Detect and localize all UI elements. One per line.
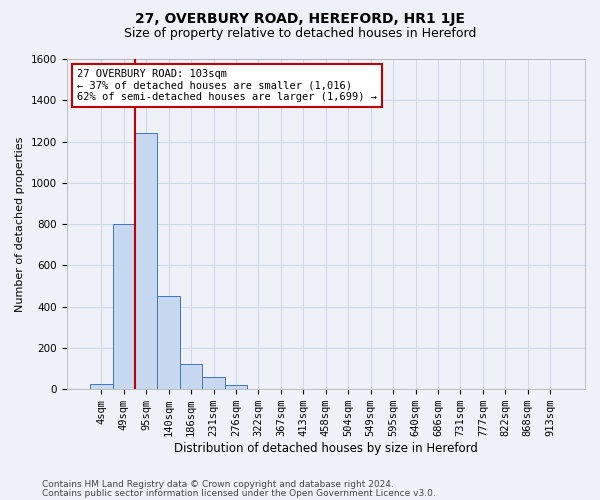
Bar — [202, 377, 225, 389]
Text: Size of property relative to detached houses in Hereford: Size of property relative to detached ho… — [124, 28, 476, 40]
Bar — [157, 296, 180, 389]
Y-axis label: Number of detached properties: Number of detached properties — [15, 136, 25, 312]
Text: Contains public sector information licensed under the Open Government Licence v3: Contains public sector information licen… — [42, 490, 436, 498]
Text: 27 OVERBURY ROAD: 103sqm
← 37% of detached houses are smaller (1,016)
62% of sem: 27 OVERBURY ROAD: 103sqm ← 37% of detach… — [77, 69, 377, 102]
Bar — [180, 364, 202, 389]
Text: 27, OVERBURY ROAD, HEREFORD, HR1 1JE: 27, OVERBURY ROAD, HEREFORD, HR1 1JE — [135, 12, 465, 26]
Bar — [225, 385, 247, 389]
Bar — [90, 384, 113, 389]
Bar — [135, 134, 157, 389]
X-axis label: Distribution of detached houses by size in Hereford: Distribution of detached houses by size … — [174, 442, 478, 455]
Text: Contains HM Land Registry data © Crown copyright and database right 2024.: Contains HM Land Registry data © Crown c… — [42, 480, 394, 489]
Bar — [113, 224, 135, 389]
